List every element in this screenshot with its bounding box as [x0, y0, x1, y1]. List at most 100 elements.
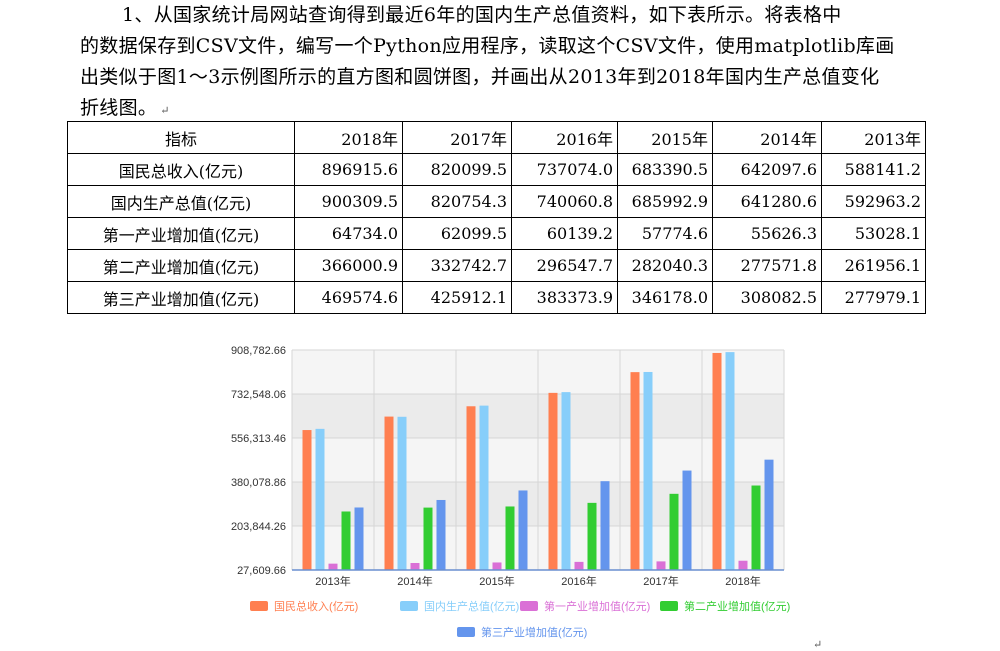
table-cell: 469574.6 — [294, 281, 403, 314]
legend-swatch — [457, 627, 475, 637]
x-tick-label: 2018年 — [725, 574, 760, 588]
bar — [630, 372, 640, 570]
instruction-paragraph: 1、从国家统计局网站查询得到最近6年的国内生产总值资料，如下表所示。将表格中 的… — [80, 0, 930, 126]
bar — [341, 511, 351, 570]
legend-label: 国内生产总值(亿元) — [424, 601, 520, 613]
bar — [328, 563, 338, 570]
y-tick-label: 380,078.86 — [231, 477, 286, 489]
table-cell: 国民总收入(亿元) — [67, 153, 295, 186]
bar — [725, 352, 735, 570]
table-cell: 641280.6 — [712, 185, 822, 218]
gdp-table: 指标 2018年 2017年 2016年 2015年 2014年 2013年 国… — [67, 121, 926, 314]
table-cell: 592963.2 — [821, 185, 926, 218]
bar — [587, 502, 597, 570]
bar — [548, 392, 558, 570]
y-tick-label: 556,313.46 — [231, 433, 286, 445]
table-cell: 277979.1 — [821, 281, 926, 314]
bar — [479, 405, 489, 570]
table-cell: 900309.5 — [294, 185, 403, 218]
gdp-bar-chart: 27,609.66 203,844.26 380,078.86 556,313.46 7… — [231, 345, 785, 588]
table-cell: 282040.3 — [617, 249, 713, 282]
x-tick-label: 2017年 — [643, 574, 678, 588]
table-cell: 642097.6 — [712, 153, 822, 186]
table-cell: 588141.2 — [821, 153, 926, 186]
bar — [656, 561, 666, 570]
legend-item[interactable]: 第二产业增加值(亿元) — [660, 598, 790, 614]
legend-item[interactable]: 第三产业增加值(亿元) — [457, 624, 587, 640]
legend-item[interactable]: 国内生产总值(亿元) — [400, 598, 519, 614]
table-cell: 820099.5 — [402, 153, 512, 186]
bar — [574, 561, 584, 570]
table-cell: 685992.9 — [617, 185, 713, 218]
bar — [712, 352, 722, 570]
table-header-row: 指标 2018年 2017年 2016年 2015年 2014年 2013年 — [67, 121, 926, 154]
table-row: 国内生产总值(亿元) 900309.5 820754.3 740060.8 68… — [67, 185, 926, 218]
table-cell: 55626.3 — [712, 217, 822, 250]
legend-label: 国民总收入(亿元) — [274, 601, 359, 613]
legend-label: 第一产业增加值(亿元) — [544, 601, 651, 613]
table-header-cell: 2015年 — [617, 121, 713, 154]
bar — [436, 499, 446, 570]
table-header-cell: 2018年 — [294, 121, 403, 154]
bar — [561, 392, 571, 570]
table-cell: 308082.5 — [712, 281, 822, 314]
table-cell: 57774.6 — [617, 217, 713, 250]
bar — [466, 406, 476, 570]
paragraph-line-4-text: 折线图。 — [80, 97, 158, 119]
table-cell: 60139.2 — [511, 217, 618, 250]
table-cell: 第三产业增加值(亿元) — [67, 281, 295, 314]
bar — [518, 490, 528, 570]
table-cell: 383373.9 — [511, 281, 618, 314]
table-header-cell: 2016年 — [511, 121, 618, 154]
paragraph-line-3: 出类似于图1～3示例图所示的直方图和圆饼图，并画出从2013年到2018年国内生… — [80, 66, 880, 88]
y-tick-label: 732,548.06 — [231, 389, 286, 401]
bar — [751, 485, 761, 570]
x-tick-label: 2014年 — [397, 574, 432, 588]
bar — [423, 507, 433, 570]
table-row: 第二产业增加值(亿元) 366000.9 332742.7 296547.7 2… — [67, 249, 926, 282]
table-row: 国民总收入(亿元) 896915.6 820099.5 737074.0 683… — [67, 153, 926, 186]
bar — [354, 507, 364, 570]
table-cell: 683390.5 — [617, 153, 713, 186]
bar — [764, 459, 774, 570]
table-cell: 261956.1 — [821, 249, 926, 282]
legend-item[interactable]: 第一产业增加值(亿元) — [520, 598, 650, 614]
legend-swatch — [520, 601, 538, 611]
table-cell: 53028.1 — [821, 217, 926, 250]
bar — [682, 470, 692, 570]
bar — [505, 506, 515, 570]
legend-item[interactable]: 国民总收入(亿元) — [250, 598, 358, 614]
table-cell: 332742.7 — [402, 249, 512, 282]
bar — [302, 430, 312, 570]
paragraph-line-1-text: 1、从国家统计局网站查询得到最近6年的国内生产总值资料，如下表所示。将表格中 — [122, 4, 842, 26]
legend-swatch — [400, 601, 418, 611]
x-tick-label: 2013年 — [315, 574, 350, 588]
end-paragraph-mark-icon: ↵ — [813, 638, 823, 651]
table-cell: 820754.3 — [402, 185, 512, 218]
x-tick-label: 2016年 — [561, 574, 596, 588]
table-cell: 296547.7 — [511, 249, 618, 282]
table-header-cell: 2014年 — [712, 121, 822, 154]
table-cell: 64734.0 — [294, 217, 403, 250]
x-tick-label: 2015年 — [479, 574, 514, 588]
bar — [600, 481, 610, 570]
bar — [669, 493, 679, 570]
table-header-cell: 指标 — [67, 121, 295, 154]
legend-label: 第三产业增加值(亿元) — [481, 627, 588, 639]
table-cell: 62099.5 — [402, 217, 512, 250]
table-cell: 896915.6 — [294, 153, 403, 186]
paragraph-line-1: 1、从国家统计局网站查询得到最近6年的国内生产总值资料，如下表所示。将表格中 — [80, 0, 930, 31]
y-tick-label: 27,609.66 — [237, 565, 286, 577]
y-tick-label: 203,844.26 — [231, 521, 286, 533]
bar — [738, 560, 748, 570]
bar — [643, 371, 653, 570]
table-header-cell: 2013年 — [821, 121, 926, 154]
legend-swatch — [660, 601, 678, 611]
bar — [410, 563, 420, 570]
table-cell: 366000.9 — [294, 249, 403, 282]
table-row: 第一产业增加值(亿元) 64734.0 62099.5 60139.2 5777… — [67, 217, 926, 250]
table-cell: 第一产业增加值(亿元) — [67, 217, 295, 250]
bar — [397, 416, 407, 570]
table-cell: 277571.8 — [712, 249, 822, 282]
table-cell: 740060.8 — [511, 185, 618, 218]
